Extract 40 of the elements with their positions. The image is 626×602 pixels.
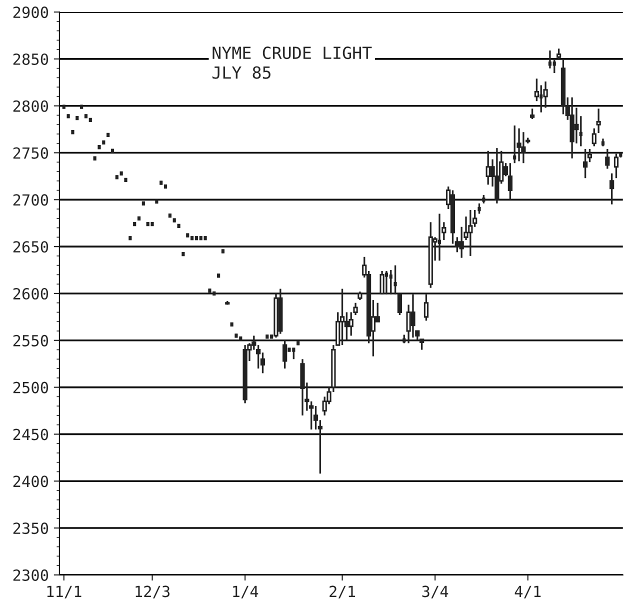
candlestick bbox=[592, 128, 596, 148]
x-tick-label: 1/4 bbox=[233, 586, 258, 598]
candlestick bbox=[478, 202, 481, 215]
y-tick-label: 2800 bbox=[13, 100, 48, 112]
y-tick-label: 2350 bbox=[13, 522, 48, 534]
candlestick bbox=[596, 108, 601, 134]
candlestick bbox=[610, 172, 614, 206]
x-tick-label: 11/1 bbox=[47, 586, 82, 598]
y-tick-label: 2500 bbox=[13, 382, 48, 394]
x-tick-label: 12/3 bbox=[136, 586, 170, 598]
text: JLY 85 bbox=[212, 66, 270, 79]
candlestick bbox=[605, 148, 610, 170]
y-tick-label: 2450 bbox=[13, 428, 48, 440]
candlestick bbox=[420, 338, 424, 351]
candlestick bbox=[424, 294, 429, 322]
candlestick bbox=[340, 288, 345, 346]
candlestick bbox=[389, 269, 392, 296]
candlestick bbox=[552, 58, 556, 74]
y-tick-label: 2900 bbox=[13, 6, 48, 18]
candlestick bbox=[556, 48, 562, 60]
y-tick-label: 2550 bbox=[13, 334, 48, 346]
candlestick bbox=[508, 162, 512, 200]
x-tick-label: 2/1 bbox=[330, 586, 356, 598]
candlestick bbox=[548, 50, 552, 70]
x-tick-label: 4/1 bbox=[514, 586, 541, 598]
x-tick-label: 3/4 bbox=[422, 586, 448, 598]
y-tick-label: 2300 bbox=[13, 569, 48, 581]
text: NYME CRUDE LIGHT bbox=[212, 46, 372, 60]
candlestick bbox=[380, 270, 384, 296]
candlestick bbox=[282, 340, 288, 370]
y-tick-label: 2400 bbox=[13, 476, 48, 488]
y-tick-label: 2600 bbox=[13, 288, 48, 300]
y-tick-label: 2850 bbox=[13, 53, 48, 66]
candlestick bbox=[583, 148, 588, 179]
candlestick bbox=[614, 152, 619, 179]
y-tick-label: 2700 bbox=[13, 194, 48, 206]
candlestick bbox=[530, 108, 535, 120]
candlestick bbox=[543, 80, 548, 109]
y-tick-label: 2650 bbox=[13, 241, 48, 253]
y-tick-label: 2750 bbox=[13, 147, 48, 159]
